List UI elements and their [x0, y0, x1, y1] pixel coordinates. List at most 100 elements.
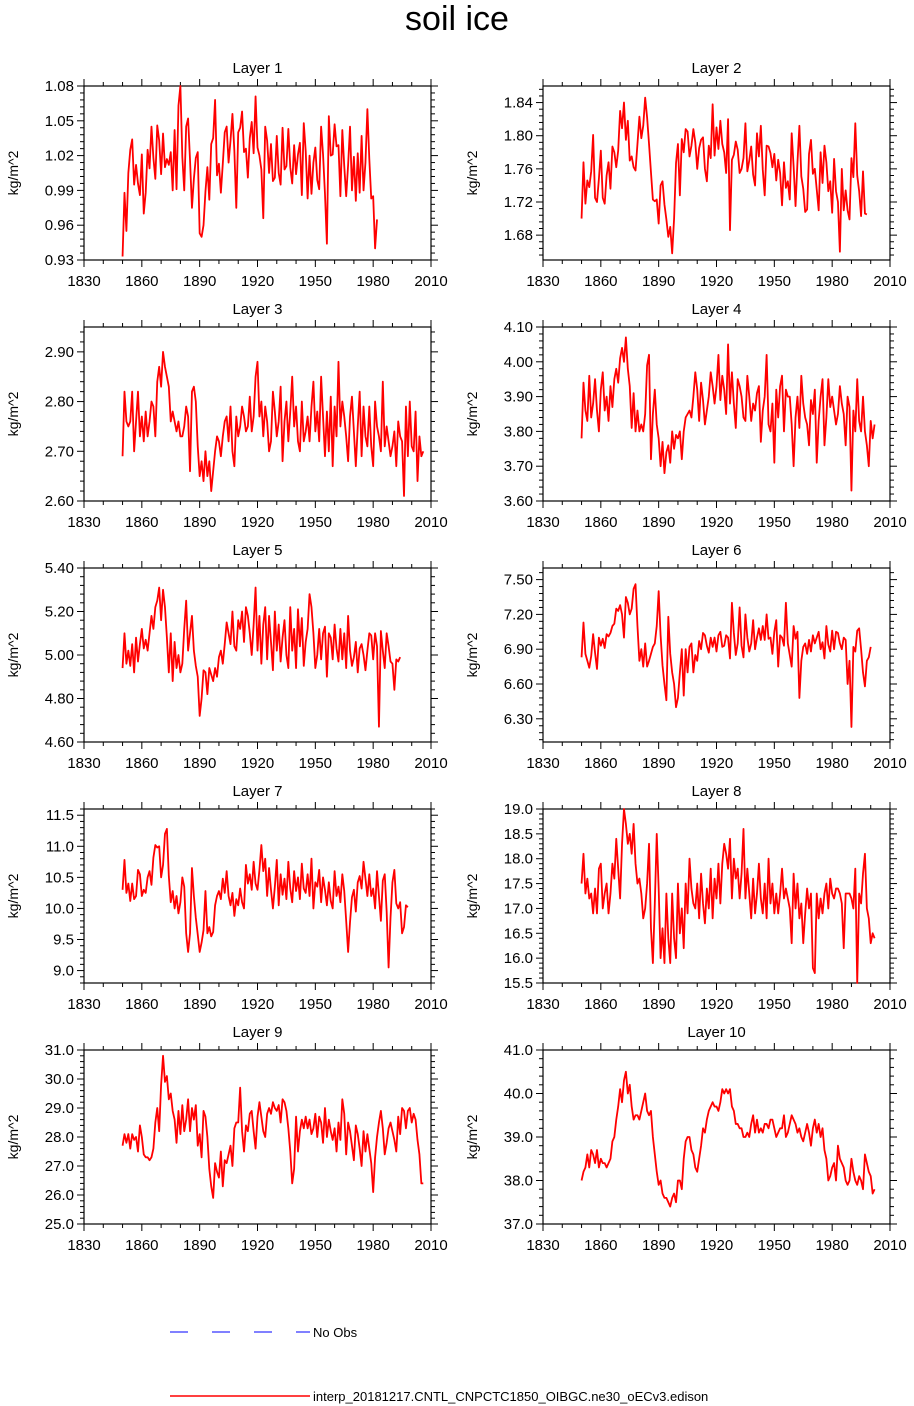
y-tick-label: 1.80	[504, 128, 533, 145]
y-tick-label: 25.0	[45, 1216, 74, 1233]
y-tick-label: 17.5	[504, 876, 533, 893]
legend-obs-label: No Obs	[313, 1325, 358, 1340]
y-tick-label: 18.0	[504, 851, 533, 868]
y-tick-label: 6.60	[504, 676, 533, 693]
x-tick-label: 1920	[700, 514, 733, 531]
y-tick-label: 30.0	[45, 1071, 74, 1088]
x-tick-label: 1890	[183, 755, 216, 772]
series-line	[580, 1070, 876, 1208]
x-tick-label: 1980	[356, 514, 389, 531]
x-tick-label: 1830	[67, 273, 100, 290]
y-tick-label: 38.0	[504, 1173, 533, 1190]
y-axis-label: kg/m^2	[5, 150, 21, 195]
chart-panel: Layer 3 1830 1860 1890 1920 1950 1980 2010 2.60 2…	[5, 301, 448, 531]
y-tick-label: 11.0	[46, 838, 74, 855]
x-tick-label: 1950	[299, 273, 332, 290]
y-tick-label: 11.5	[46, 807, 74, 824]
series-line	[580, 808, 876, 984]
y-tick-label: 3.60	[504, 493, 533, 510]
y-tick-label: 1.68	[504, 227, 533, 244]
x-tick-label: 1860	[584, 514, 617, 531]
x-tick-label: 1890	[642, 514, 675, 531]
x-tick-label: 1920	[700, 273, 733, 290]
y-tick-label: 6.30	[504, 711, 533, 728]
x-tick-label: 1980	[815, 273, 848, 290]
y-tick-label: 5.20	[45, 604, 74, 621]
x-tick-label: 2010	[873, 1237, 906, 1254]
y-tick-label: 9.0	[53, 963, 74, 980]
panel-title: Layer 10	[687, 1024, 745, 1041]
x-tick-label: 1860	[125, 1237, 158, 1254]
y-tick-label: 1.08	[45, 78, 74, 95]
x-tick-label: 1860	[125, 755, 158, 772]
y-tick-label: 2.70	[45, 443, 74, 460]
y-axis-label: kg/m^2	[464, 1114, 480, 1159]
x-tick-label: 1980	[815, 1237, 848, 1254]
x-tick-label: 1890	[642, 755, 675, 772]
y-tick-label: 5.00	[45, 647, 74, 664]
y-axis-label: kg/m^2	[464, 391, 480, 436]
x-tick-label: 1860	[125, 996, 158, 1013]
x-tick-label: 1830	[67, 755, 100, 772]
y-tick-label: 7.50	[504, 572, 533, 589]
x-tick-label: 2010	[873, 514, 906, 531]
y-tick-label: 7.20	[504, 606, 533, 623]
y-tick-label: 10.5	[45, 869, 74, 886]
x-tick-label: 1950	[758, 996, 791, 1013]
x-tick-label: 1980	[815, 996, 848, 1013]
y-tick-label: 1.02	[45, 148, 74, 165]
x-tick-label: 1890	[642, 273, 675, 290]
y-tick-label: 2.60	[45, 493, 74, 510]
chart-panel: Layer 5 1830 1860 1890 1920 1950 1980 2010 4.60 4…	[5, 542, 448, 772]
x-tick-label: 1830	[526, 273, 559, 290]
figure-title: soil ice	[405, 0, 509, 38]
panel-title: Layer 1	[232, 60, 282, 77]
x-tick-label: 2010	[414, 514, 447, 531]
y-tick-label: 16.5	[504, 925, 533, 942]
x-tick-label: 1920	[700, 1237, 733, 1254]
panel-title: Layer 6	[691, 542, 741, 559]
y-tick-label: 4.00	[504, 354, 533, 371]
x-tick-label: 1950	[299, 1237, 332, 1254]
y-tick-label: 3.80	[504, 423, 533, 440]
panel-title: Layer 2	[691, 60, 741, 77]
y-tick-label: 31.0	[45, 1042, 74, 1059]
y-tick-label: 4.60	[45, 734, 74, 751]
x-tick-label: 1980	[356, 996, 389, 1013]
panel-title: Layer 7	[232, 783, 282, 800]
x-tick-label: 1920	[700, 996, 733, 1013]
y-axis-label: kg/m^2	[5, 632, 21, 677]
chart-panel: Layer 4 1830 1860 1890 1920 1950 1980 2010 3.60 3…	[464, 301, 907, 531]
y-tick-label: 41.0	[504, 1042, 533, 1059]
x-tick-label: 1920	[241, 273, 274, 290]
chart-panel: Layer 8 1830 1860 1890 1920 1950 1980 2010 15.5 1…	[464, 783, 907, 1013]
y-axis-label: kg/m^2	[5, 1114, 21, 1159]
x-tick-label: 1980	[815, 755, 848, 772]
y-tick-label: 4.10	[504, 319, 533, 336]
x-tick-label: 1920	[241, 1237, 274, 1254]
series-line	[580, 583, 872, 728]
panel-title: Layer 4	[691, 301, 741, 318]
x-tick-label: 1980	[815, 514, 848, 531]
panels-container: Layer 1 1830 1860 1890 1920 1950 1980 2010 0.93 0…	[5, 60, 907, 1254]
x-tick-label: 2010	[414, 1237, 447, 1254]
chart-panel: Layer 10 1830 1860 1890 1920 1950 1980 2010 37.0…	[464, 1024, 907, 1254]
plot-frame	[542, 1049, 891, 1225]
y-tick-label: 16.0	[504, 950, 533, 967]
x-tick-label: 2010	[873, 996, 906, 1013]
x-tick-label: 1950	[758, 1237, 791, 1254]
x-tick-label: 1860	[125, 273, 158, 290]
legend: No Obs interp_20181217.CNTL_CNPCTC1850_O…	[170, 1325, 708, 1404]
x-tick-label: 1830	[67, 1237, 100, 1254]
chart-panel: Layer 9 1830 1860 1890 1920 1950 1980 2010 25.0 2…	[5, 1024, 448, 1254]
x-tick-label: 1920	[241, 996, 274, 1013]
chart-panel: Layer 7 1830 1860 1890 1920 1950 1980 2010 9.0 9.…	[5, 783, 448, 1013]
x-tick-label: 1860	[584, 1237, 617, 1254]
chart-panel: Layer 1 1830 1860 1890 1920 1950 1980 2010 0.93 0…	[5, 60, 448, 290]
y-tick-label: 2.80	[45, 394, 74, 411]
x-tick-label: 2010	[414, 273, 447, 290]
x-tick-label: 1890	[183, 1237, 216, 1254]
y-tick-label: 19.0	[504, 801, 533, 818]
x-tick-label: 2010	[873, 273, 906, 290]
